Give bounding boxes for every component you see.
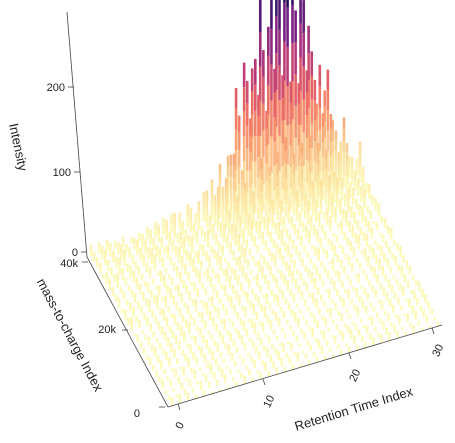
x-tick-mark-30: [431, 327, 435, 335]
x-axis-line: [167, 324, 443, 408]
x-tick-mark-20: [348, 352, 352, 360]
x-tick-mark-0: [177, 403, 181, 411]
x-tick-label-10: 10: [261, 394, 277, 410]
y-tick-label-0: 0: [134, 408, 140, 420]
y-tick-label-40k: 40k: [60, 258, 78, 270]
z-axis-label: Intensity: [6, 122, 31, 173]
x-tick-mark-10: [262, 378, 266, 386]
y-axis-label: mass-to-charge Index: [34, 276, 107, 394]
z-tick-label-100: 100: [53, 167, 71, 179]
x-tick-label-30: 30: [430, 343, 446, 359]
y-tick-label-20k: 20k: [98, 324, 116, 336]
bars-layer: [89, 0, 440, 406]
x-tick-label-0: 0: [174, 420, 187, 431]
z-axis: 0 100 200 Intensity: [6, 11, 88, 259]
z-axis-line: [66, 11, 88, 258]
z-tick-label-200: 200: [47, 82, 65, 94]
x-tick-label-20: 20: [347, 368, 363, 384]
z-tick-label-0: 0: [72, 247, 78, 259]
y-axis-line: [86, 256, 169, 408]
x-axis-label: Retention Time Index: [293, 383, 415, 433]
